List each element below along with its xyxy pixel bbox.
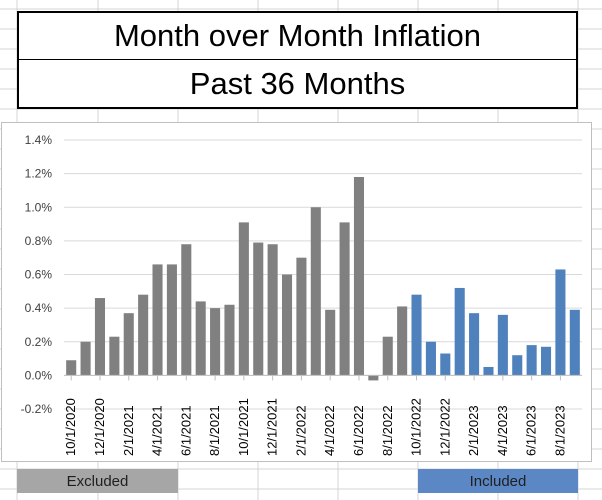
bar-2-1-2021[interactable] <box>123 313 134 376</box>
bar-3-1-2023[interactable] <box>483 366 494 376</box>
bar-1-1-2022[interactable] <box>281 274 293 376</box>
bar-8-1-2021[interactable] <box>210 308 221 376</box>
y-tick-label: 1.4% <box>25 133 53 147</box>
bar-11-1-2020[interactable] <box>80 341 91 376</box>
y-tick-label: 0.2% <box>25 335 53 349</box>
x-tick-label: 2/1/2021 <box>121 405 136 456</box>
bar-3-1-2022[interactable] <box>310 207 321 376</box>
x-tick-label: 6/1/2021 <box>178 405 193 456</box>
x-tick-label: 4/1/2022 <box>322 405 337 456</box>
chart-title-text: Month over Month Inflation <box>113 18 482 53</box>
bar-4-1-2023[interactable] <box>497 314 508 376</box>
x-tick-label: 6/1/2023 <box>524 405 539 456</box>
bar-9-1-2022[interactable] <box>397 306 408 376</box>
bar-5-1-2022[interactable] <box>339 222 350 376</box>
y-tick-label: 1.2% <box>25 167 53 181</box>
bar-2-1-2022[interactable] <box>296 257 307 376</box>
bar-chart: -0.2% 0.0% 0.2% 0.4% 0.6% 0.8% 1.0% 1.2% 1.4% 10/… <box>21 133 582 456</box>
bar-9-1-2023[interactable] <box>569 309 580 376</box>
x-tick-label: 12/1/2020 <box>92 398 107 456</box>
bar-4-1-2021[interactable] <box>152 264 163 376</box>
bar-10-1-2022[interactable] <box>411 294 422 376</box>
bar-8-1-2022[interactable] <box>382 336 393 376</box>
x-tick-label: 2/1/2023 <box>466 405 481 456</box>
y-tick-label: 0.4% <box>25 301 53 315</box>
x-tick-label: 8/1/2023 <box>552 405 567 456</box>
bar-12-1-2022[interactable] <box>440 353 451 376</box>
included-legend-cell: Included <box>418 469 578 493</box>
bar-7-1-2023[interactable] <box>540 346 552 376</box>
bar-9-1-2021[interactable] <box>224 304 235 376</box>
bar-1-1-2023[interactable] <box>454 287 465 376</box>
bar-11-1-2022[interactable] <box>425 341 436 376</box>
bar-7-1-2022[interactable] <box>368 375 379 381</box>
bar-12-1-2020[interactable] <box>94 298 106 376</box>
bar-10-1-2020[interactable] <box>66 360 77 376</box>
bar-2-1-2023[interactable] <box>469 313 480 376</box>
x-tick-label: 8/1/2021 <box>207 405 222 456</box>
bar-8-1-2023[interactable] <box>555 269 566 376</box>
chart-subtitle-text: Past 36 Months <box>189 65 406 101</box>
bar-11-1-2021[interactable] <box>253 242 264 376</box>
y-tick-label: 1.0% <box>25 200 53 214</box>
x-tick-label: 4/1/2023 <box>495 405 510 456</box>
excluded-legend-cell: Excluded <box>17 469 178 493</box>
included-label-text: Included <box>469 472 527 490</box>
x-tick-label: 12/1/2022 <box>437 398 452 456</box>
x-tick-label: 10/1/2022 <box>409 398 424 456</box>
bar-6-1-2023[interactable] <box>526 345 537 376</box>
bar-7-1-2021[interactable] <box>195 301 206 376</box>
bar-6-1-2021[interactable] <box>181 244 192 376</box>
excluded-label-text: Excluded <box>66 472 129 490</box>
bar-3-1-2021[interactable] <box>138 294 149 376</box>
bar-12-1-2021[interactable] <box>267 244 278 376</box>
y-tick-label: 0.8% <box>25 234 53 248</box>
bar-5-1-2021[interactable] <box>166 264 177 376</box>
chart-subtitle: Past 36 Months <box>17 59 578 109</box>
x-tick-label: 10/1/2020 <box>63 398 78 456</box>
chart-title: Month over Month Inflation <box>17 11 578 61</box>
x-tick-label: 6/1/2022 <box>351 405 366 456</box>
y-tick-label: 0.0% <box>25 368 53 382</box>
x-tick-label: 10/1/2021 <box>236 398 251 456</box>
bar-10-1-2021[interactable] <box>238 222 249 376</box>
bar-5-1-2023[interactable] <box>512 355 523 376</box>
x-tick-label: 2/1/2022 <box>293 405 308 456</box>
x-tick-label: 4/1/2021 <box>150 405 165 456</box>
y-tick-label: -0.2% <box>21 402 53 416</box>
chart-area[interactable]: -0.2% 0.0% 0.2% 0.4% 0.6% 0.8% 1.0% 1.2% 1.4% 10/… <box>1 122 592 462</box>
bar-1-1-2021[interactable] <box>109 336 120 376</box>
bar-6-1-2022[interactable] <box>353 176 365 376</box>
x-tick-label: 12/1/2021 <box>265 398 280 456</box>
bar-4-1-2022[interactable] <box>325 309 336 376</box>
y-tick-label: 0.6% <box>25 268 53 282</box>
x-tick-label: 8/1/2022 <box>380 405 395 456</box>
